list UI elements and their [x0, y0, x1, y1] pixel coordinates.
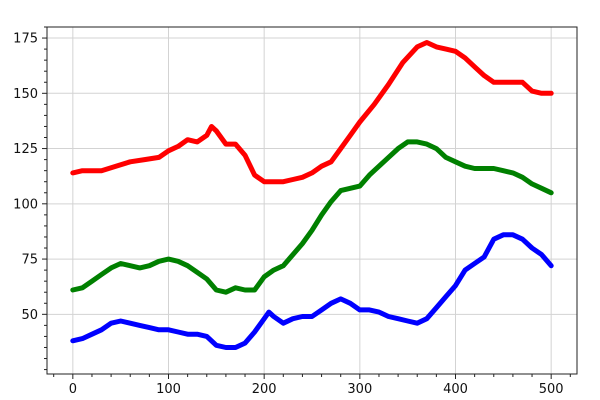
blue-series-line: [70, 232, 554, 350]
x-tick-label: 400: [443, 382, 468, 397]
y-tick-label: 50: [21, 308, 38, 323]
x-tick-label: 200: [252, 382, 277, 397]
x-tick-label: 100: [156, 382, 181, 397]
y-tick-label: 75: [21, 253, 38, 268]
y-tick-label: 100: [13, 197, 38, 212]
series-group: [70, 40, 554, 350]
x-tick-label: 0: [69, 382, 77, 397]
y-tick-label: 125: [13, 142, 38, 157]
y-tick-label: 150: [13, 87, 38, 102]
plot-frame: [46, 26, 578, 375]
x-tick-label: 300: [347, 382, 372, 397]
y-tick-label: 175: [13, 32, 38, 47]
axis-ticks: [42, 26, 571, 379]
green-series-line: [70, 139, 554, 295]
tick-labels: 0 100 200 300 400 500 50 75 100 125 150 175: [13, 32, 563, 397]
grid: [47, 27, 577, 374]
x-tick-label: 500: [539, 382, 564, 397]
red-series-line: [70, 40, 554, 185]
